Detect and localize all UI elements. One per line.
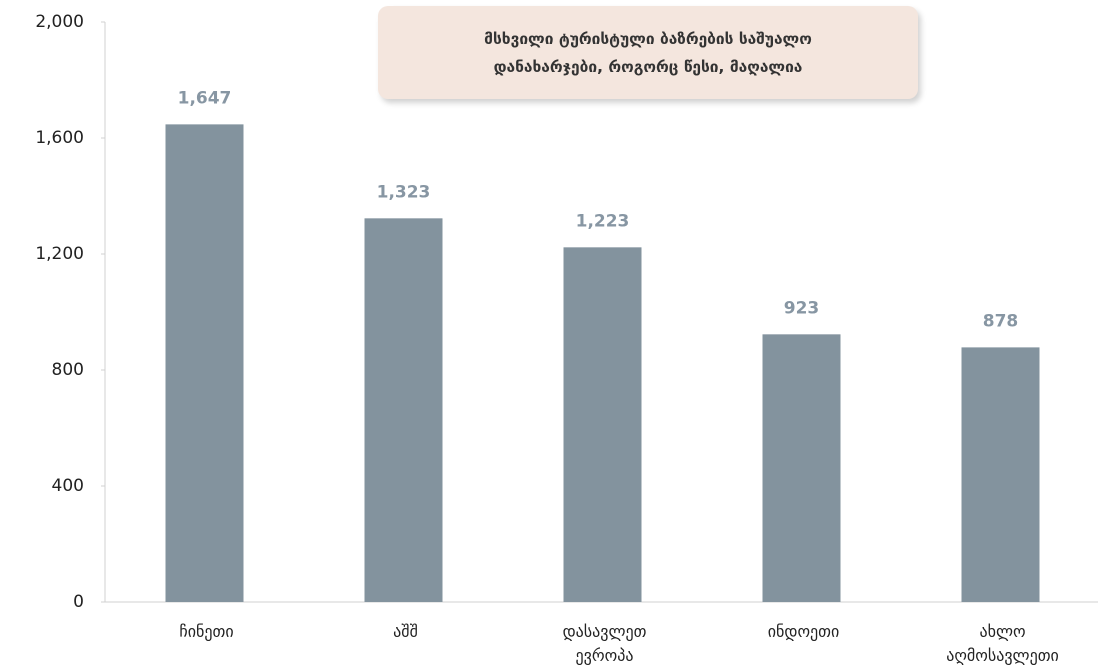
x-tick-label: ჩინეთი <box>179 622 234 641</box>
value-label: 1,647 <box>178 88 232 108</box>
bar <box>563 247 642 602</box>
x-tick-label: დასავლეთ ევროპა <box>562 622 647 665</box>
bar <box>165 124 244 603</box>
value-label: 1,323 <box>377 182 431 202</box>
x-tick-label: აშშ <box>393 622 418 641</box>
x-tick-label: ინდოეთი <box>767 622 840 641</box>
bar <box>364 218 443 602</box>
bar <box>762 334 841 602</box>
annotation-box: მსხვილი ტურისტული ბაზრების საშუალო დანახ… <box>378 6 918 99</box>
value-label: 878 <box>983 311 1019 331</box>
bar <box>961 347 1040 602</box>
y-tick-label: 800 <box>52 360 84 380</box>
y-tick-label: 1,600 <box>35 128 84 148</box>
value-label: 923 <box>784 298 820 318</box>
annotation-line: დანახარჯები, როგორც წესი, მაღალია <box>493 57 803 76</box>
value-label: 1,223 <box>576 211 630 231</box>
y-tick-label: 2,000 <box>35 12 84 32</box>
y-tick-label: 1,200 <box>35 244 84 264</box>
y-tick-label: 400 <box>52 476 84 496</box>
y-tick-label: 0 <box>73 592 84 612</box>
annotation-line: მსხვილი ტურისტული ბაზრების საშუალო <box>484 29 812 48</box>
x-tick-label: ახლო აღმოსავლეთი <box>946 622 1059 665</box>
